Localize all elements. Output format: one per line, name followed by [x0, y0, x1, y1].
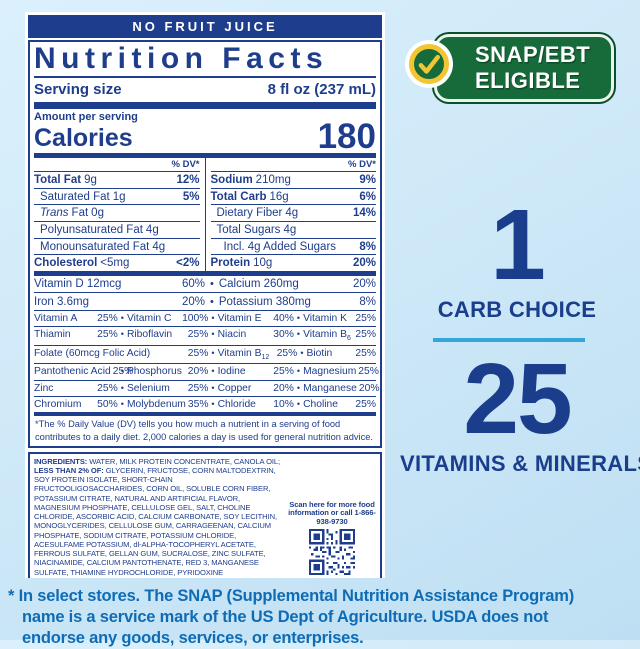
nutrient-row: Cholesterol <5mg <2% — [34, 254, 200, 271]
carb-choice-label: CARB CHOICE — [437, 297, 597, 322]
nutrient-column-left: % DV* Total Fat 9g 12% Saturated Fat 1g 5%… — [34, 158, 206, 271]
nutrient-row: Incl. 4g Added Sugars 8% — [210, 237, 376, 255]
qr-code-icon — [309, 528, 355, 575]
calories-label: Calories — [34, 124, 133, 153]
vitamins-label: VITAMINS & MINERALS — [400, 451, 640, 476]
nutrient-column-right: % DV* Sodium 210mg 9% Total Carb 16g 6% Di… — [206, 158, 376, 271]
calories-value: 180 — [317, 117, 376, 157]
ingredients-box: Scan here for more food information or c… — [28, 451, 382, 578]
nutrient-row: Monounsaturated Fat 4g — [34, 237, 200, 255]
qr-caption: Scan here for more food information or c… — [288, 499, 376, 527]
daily-value-footnote: *The % Daily Value (DV) tells you how mu… — [35, 419, 373, 442]
nutrient-columns: % DV* Total Fat 9g 12% Saturated Fat 1g 5%… — [34, 158, 376, 271]
qr-block: Scan here for more food information or c… — [288, 499, 376, 577]
nutrient-row: Polyunsaturated Fat 4g — [34, 221, 200, 238]
nutrition-facts-box: Nutrition Facts Serving size 8 fl oz (23… — [28, 40, 382, 448]
nutrient-row: Saturated Fat 1g 5% — [34, 187, 200, 205]
nutrition-facts-title: Nutrition Facts — [34, 43, 376, 78]
nutrition-label-panel: NO FRUIT JUICE Nutrition Facts Serving s… — [25, 12, 385, 578]
divider-thick — [34, 102, 376, 109]
nutrient-row: Total Fat 9g 12% — [34, 171, 200, 188]
nutrient-row: Sodium 210mg 9% — [210, 171, 376, 188]
serving-size-label: Serving size — [34, 81, 122, 98]
calories-row: Calories 180 — [34, 117, 376, 157]
nutrient-row: Trans Fat 0g — [34, 204, 200, 221]
dv-header-left: % DV* — [171, 159, 200, 171]
divider-medium — [34, 270, 376, 276]
serving-size-value: 8 fl oz (237 mL) — [267, 81, 376, 98]
carb-choice-number: 1 — [490, 189, 546, 301]
nutrient-row: Total Sugars 4g — [210, 221, 376, 238]
amount-per-serving-label: Amount per serving — [34, 111, 138, 123]
ingredients-text: INGREDIENTS: WATER, MILK PROTEIN CONCENT… — [34, 456, 281, 578]
no-fruit-juice-banner: NO FRUIT JUICE — [28, 15, 382, 38]
nutrient-row: Total Carb 16g 6% — [210, 187, 376, 205]
serving-size-row: Serving size 8 fl oz (237 mL) — [34, 78, 376, 102]
vitamin-grid-row: Folate (60mcg Folic Acid)25% Vitamin B12… — [34, 344, 376, 364]
snap-ebt-badge: SNAP/EBT ELIGIBLE — [409, 34, 614, 102]
checkmark-icon — [409, 44, 449, 84]
snap-badge-text: SNAP/EBT ELIGIBLE — [475, 42, 591, 93]
nutrient-row: Protein 10g 20% — [210, 254, 376, 271]
nutrient-row: Dietary Fiber 4g 14% — [210, 204, 376, 221]
divider-medium — [34, 153, 376, 159]
dv-header-right: % DV* — [348, 159, 376, 171]
carb-vitamins-divider — [433, 338, 585, 342]
divider-small — [34, 412, 376, 417]
vitamins-number: 25 — [463, 343, 572, 455]
